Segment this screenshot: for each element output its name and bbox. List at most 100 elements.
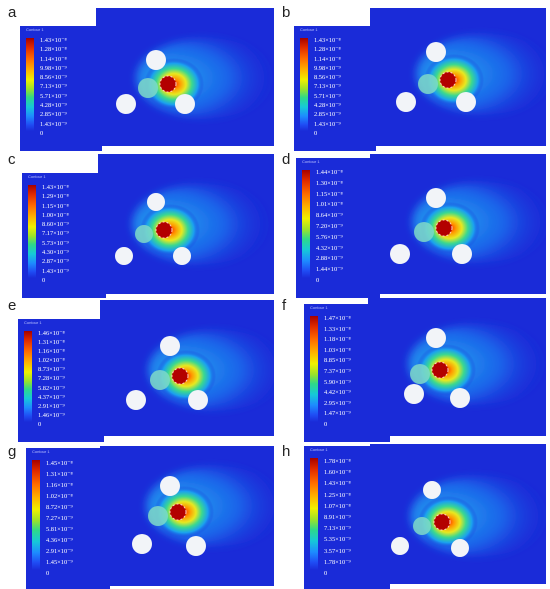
- colorbar: [310, 458, 318, 570]
- cylinder-obstacle: [146, 50, 166, 70]
- concentration-field: [132, 466, 274, 556]
- tick-label: 1.47×10⁻⁸: [324, 315, 351, 322]
- tick-label: 5.90×10⁻⁹: [324, 378, 351, 386]
- tick-label: 7.27×10⁻⁹: [46, 515, 73, 522]
- contour-plot: [100, 446, 274, 586]
- concentration-field: [404, 324, 546, 408]
- tick-label: 1.14×10⁻⁸: [314, 55, 341, 63]
- cylinder-upstream: [148, 506, 168, 526]
- tick-label: 7.20×10⁻⁹: [316, 222, 343, 230]
- panel-label: h: [282, 443, 291, 460]
- cylinder-obstacle: [456, 92, 476, 112]
- tick-label: 1.43×10⁻⁹: [40, 120, 67, 128]
- cylinder-upstream: [418, 74, 438, 94]
- cylinder-obstacle: [390, 244, 410, 264]
- tick-label: 1.43×10⁻⁸: [42, 184, 69, 191]
- tick-label: 0: [38, 420, 42, 428]
- tick-label: 2.85×10⁻⁹: [40, 111, 67, 119]
- cylinder-obstacle: [175, 94, 195, 114]
- tick-label: 1.28×10⁻⁸: [40, 46, 67, 54]
- tick-label: 4.42×10⁻⁹: [324, 389, 351, 397]
- cylinder-obstacle: [160, 476, 180, 496]
- emission-source: [169, 503, 187, 521]
- concentration-field: [115, 184, 272, 265]
- tick-label: 7.13×10⁻⁹: [324, 525, 351, 533]
- panel-label: g: [8, 443, 17, 460]
- tick-label: 7.13×10⁻⁹: [314, 83, 341, 91]
- tick-label: 1.45×10⁻⁸: [46, 460, 73, 467]
- tick-label: 1.28×10⁻⁸: [314, 46, 341, 54]
- tick-label: 1.16×10⁻⁸: [38, 348, 65, 356]
- tick-label: 1.16×10⁻⁸: [46, 482, 73, 489]
- panel-label: e: [8, 297, 17, 314]
- cylinder-upstream: [150, 370, 170, 390]
- tick-label: 1.18×10⁻⁸: [324, 336, 351, 344]
- tick-label: 1.43×10⁻⁸: [40, 37, 67, 44]
- tick-label: 1.29×10⁻⁸: [42, 193, 69, 201]
- contour-plot: [100, 300, 274, 436]
- legend-title: Contour 1: [32, 449, 50, 454]
- cylinder-upstream: [138, 78, 158, 98]
- tick-label: 1.02×10⁻⁸: [46, 493, 73, 500]
- legend-title: Contour 1: [28, 174, 46, 179]
- colorbar: [26, 38, 34, 131]
- tick-label: 8.64×10⁻⁹: [316, 212, 343, 220]
- tick-label: 1.45×10⁻⁹: [46, 559, 73, 566]
- colorbar: [310, 316, 318, 422]
- tick-label: 5.76×10⁻⁹: [316, 233, 343, 241]
- tick-label: 1.01×10⁻⁸: [316, 201, 343, 209]
- tick-label: 8.91×10⁻⁹: [324, 513, 351, 521]
- colorbar: [302, 170, 310, 278]
- tick-label: 1.60×10⁻⁸: [324, 469, 351, 477]
- tick-label: 2.95×10⁻⁹: [324, 399, 351, 407]
- emission-source: [435, 219, 453, 237]
- cylinder-obstacle: [451, 539, 469, 557]
- tick-label: 7.13×10⁻⁹: [40, 83, 67, 91]
- cylinder-obstacle: [126, 390, 146, 410]
- cylinder-obstacle: [452, 244, 472, 264]
- legend-title: Contour 1: [310, 305, 328, 310]
- emission-source: [433, 513, 451, 531]
- tick-label: 2.91×10⁻⁹: [38, 402, 65, 410]
- cylinder-upstream: [413, 517, 431, 535]
- legend-title: Contour 1: [24, 320, 42, 325]
- tick-label: 5.35×10⁻⁹: [324, 536, 351, 544]
- tick-label: 8.56×10⁻⁹: [40, 74, 67, 82]
- tick-label: 1.78×10⁻⁸: [324, 458, 351, 465]
- cylinder-upstream: [414, 222, 434, 242]
- tick-label: 7.28×10⁻⁹: [38, 375, 65, 383]
- tick-label: 8.85×10⁻⁹: [324, 357, 351, 365]
- cylinder-obstacle: [186, 536, 206, 556]
- tick-label: 2.85×10⁻⁹: [314, 111, 341, 119]
- tick-label: 9.98×10⁻⁹: [40, 64, 67, 72]
- tick-labels: 1.44×10⁻⁸ 1.30×10⁻⁸ 1.15×10⁻⁸ 1.01×10⁻⁸ 8.64…: [316, 168, 343, 287]
- colorbar-legend: Contour 1 1.45×10⁻⁸ 1.31×10⁻⁸ 1.16×10⁻⁸ 1.02…: [26, 448, 110, 589]
- colorbar: [28, 185, 36, 278]
- cylinder-upstream: [135, 225, 153, 243]
- emission-source: [439, 71, 457, 89]
- tick-label: 2.87×10⁻⁹: [42, 258, 69, 266]
- emission-source: [431, 361, 449, 379]
- tick-label: 1.33×10⁻⁸: [324, 325, 351, 333]
- contour-plot: [98, 154, 274, 294]
- contour-plot: [370, 8, 546, 146]
- tick-label: 1.44×10⁻⁹: [316, 266, 343, 274]
- tick-label: 0: [324, 420, 328, 428]
- cylinder-obstacle: [404, 384, 424, 404]
- tick-labels: 1.78×10⁻⁸ 1.60×10⁻⁸ 1.43×10⁻⁸ 1.25×10⁻⁸ 1.07…: [324, 456, 351, 579]
- tick-label: 1.31×10⁻⁸: [46, 471, 73, 478]
- tick-label: 7.17×10⁻⁹: [42, 230, 69, 238]
- contour-plot: [96, 8, 274, 146]
- concentration-field: [126, 330, 274, 410]
- colorbar-legend: Contour 1 1.43×10⁻⁸ 1.28×10⁻⁸ 1.14×10⁻⁸ 9.98…: [20, 26, 102, 151]
- colorbar-legend: Contour 1 1.43×10⁻⁸ 1.28×10⁻⁸ 1.14×10⁻⁸ 9.98…: [294, 26, 376, 151]
- legend-title: Contour 1: [26, 27, 44, 32]
- tick-labels: 1.45×10⁻⁸ 1.31×10⁻⁸ 1.16×10⁻⁸ 1.02×10⁻⁸ 8.72…: [46, 458, 73, 579]
- panel-label: a: [8, 4, 17, 21]
- tick-label: 1.43×10⁻⁹: [42, 267, 69, 275]
- tick-labels: 1.46×10⁻⁸ 1.31×10⁻⁸ 1.16×10⁻⁸ 1.02×10⁻⁸ 8.73…: [38, 329, 65, 429]
- tick-label: 5.71×10⁻⁹: [314, 92, 341, 100]
- tick-label: 5.82×10⁻⁹: [38, 384, 65, 392]
- tick-label: 0: [42, 276, 46, 284]
- tick-label: 1.14×10⁻⁸: [40, 55, 67, 63]
